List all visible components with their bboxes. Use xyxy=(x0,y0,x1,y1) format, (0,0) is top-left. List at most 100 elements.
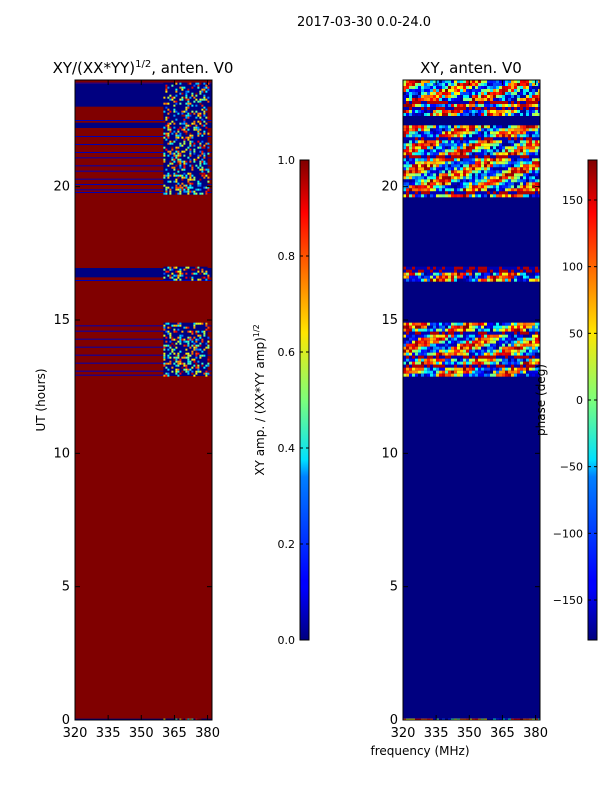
phase-pixel xyxy=(481,152,484,156)
amplitude-rfi-pixel xyxy=(199,142,202,145)
phase-pixel xyxy=(463,269,466,273)
phase-pixel xyxy=(460,104,463,107)
phase-pixel xyxy=(499,364,502,368)
amplitude-rfi-pixel xyxy=(165,132,168,135)
phase-pixel xyxy=(466,325,469,329)
amplitude-rfi-pixel xyxy=(189,102,192,105)
phase-pixel xyxy=(415,83,418,86)
amplitude-rfi-pixel xyxy=(169,188,172,191)
phase-pixel xyxy=(538,278,540,282)
phase-pixel xyxy=(436,328,439,332)
amplitude-rfi-pixel xyxy=(185,352,188,355)
phase-pixel xyxy=(430,337,433,341)
amplitude-rfi-pixel xyxy=(169,356,172,359)
phase-pixel xyxy=(445,334,448,338)
phase-pixel xyxy=(448,185,451,189)
amplitude-rfi-pixel xyxy=(201,330,204,333)
phase-pixel xyxy=(502,272,505,276)
phase-pixel xyxy=(526,358,529,362)
phase-pixel xyxy=(406,107,409,110)
phase-pixel xyxy=(427,331,430,335)
phase-pixel xyxy=(472,269,475,273)
phase-pixel xyxy=(493,110,496,113)
phase-pixel xyxy=(451,110,454,113)
phase-pixel xyxy=(493,80,496,83)
phase-pixel xyxy=(451,358,454,362)
phase-pixel xyxy=(448,266,451,270)
phase-pixel xyxy=(469,340,472,344)
phase-pixel xyxy=(430,188,433,192)
phase-pixel xyxy=(493,125,496,129)
phase-pixel xyxy=(451,272,454,276)
phase-pixel xyxy=(448,131,451,135)
phase-pixel xyxy=(436,364,439,368)
phase-pixel xyxy=(427,272,430,276)
phase-pixel xyxy=(532,152,535,156)
amplitude-rfi-pixel xyxy=(193,178,196,181)
phase-pixel xyxy=(475,146,478,150)
amplitude-rfi-pixel xyxy=(195,366,198,369)
phase-pixel xyxy=(472,149,475,153)
phase-pixel xyxy=(487,86,490,89)
amplitude-rfi-pixel xyxy=(191,340,194,343)
amplitude-rfi-pixel xyxy=(189,174,192,177)
amplitude-rfi-pixel xyxy=(199,122,202,125)
phase-pixel xyxy=(469,95,472,98)
phase-pixel xyxy=(454,170,457,174)
phase-pixel xyxy=(514,164,517,168)
phase-pixel xyxy=(538,337,540,341)
phase-pixel xyxy=(457,340,460,344)
phase-pixel xyxy=(415,146,418,150)
phase-pixel xyxy=(427,358,430,362)
phase-pixel xyxy=(460,334,463,338)
amplitude-rfi-pixel xyxy=(183,168,186,171)
phase-pixel xyxy=(520,146,523,150)
phase-pixel xyxy=(526,367,529,371)
phase-pixel xyxy=(463,272,466,276)
phase-pixel xyxy=(538,134,540,138)
amplitude-rfi-pixel xyxy=(171,336,174,339)
phase-pixel xyxy=(463,107,466,110)
phase-pixel xyxy=(457,152,460,156)
amplitude-rfi-pixel xyxy=(205,126,208,129)
phase-pixel xyxy=(508,92,511,95)
phase-pixel xyxy=(442,98,445,101)
phase-pixel xyxy=(433,272,436,276)
phase-pixel xyxy=(490,331,493,335)
phase-pixel xyxy=(424,98,427,101)
phase-pixel xyxy=(472,89,475,92)
phase-pixel xyxy=(412,92,415,95)
phase-pixel xyxy=(511,113,514,116)
phase-pixel xyxy=(466,322,469,326)
phase-pixel xyxy=(409,92,412,95)
amplitude-rfi-pixel xyxy=(183,326,186,329)
phase-pixel xyxy=(499,104,502,107)
phase-pixel xyxy=(514,331,517,335)
phase-pixel xyxy=(526,155,529,159)
phase-pixel xyxy=(535,334,538,338)
phase-pixel xyxy=(448,104,451,107)
phase-pixel xyxy=(466,272,469,276)
phase-pixel xyxy=(451,155,454,159)
phase-pixel xyxy=(424,104,427,107)
amplitude-rfi-pixel xyxy=(185,368,188,371)
phase-pixel xyxy=(406,358,409,362)
phase-pixel xyxy=(460,113,463,116)
amplitude-rfi-pixel xyxy=(181,330,184,333)
phase-pixel xyxy=(511,340,514,344)
phase-pixel xyxy=(502,194,505,198)
phase-pixel xyxy=(517,325,520,329)
phase-pixel xyxy=(490,113,493,116)
phase-pixel xyxy=(454,352,457,356)
amplitude-rfi-pixel xyxy=(163,154,166,157)
phase-pixel xyxy=(454,370,457,374)
phase-pixel xyxy=(487,272,490,276)
phase-pixel xyxy=(469,101,472,104)
phase-pixel xyxy=(484,158,487,162)
amplitude-rfi-pixel xyxy=(203,96,206,99)
phase-pixel xyxy=(520,173,523,177)
amplitude-rfi-pixel xyxy=(185,184,188,187)
phase-pixel xyxy=(532,188,535,192)
phase-pixel xyxy=(529,352,532,356)
phase-pixel xyxy=(466,149,469,153)
